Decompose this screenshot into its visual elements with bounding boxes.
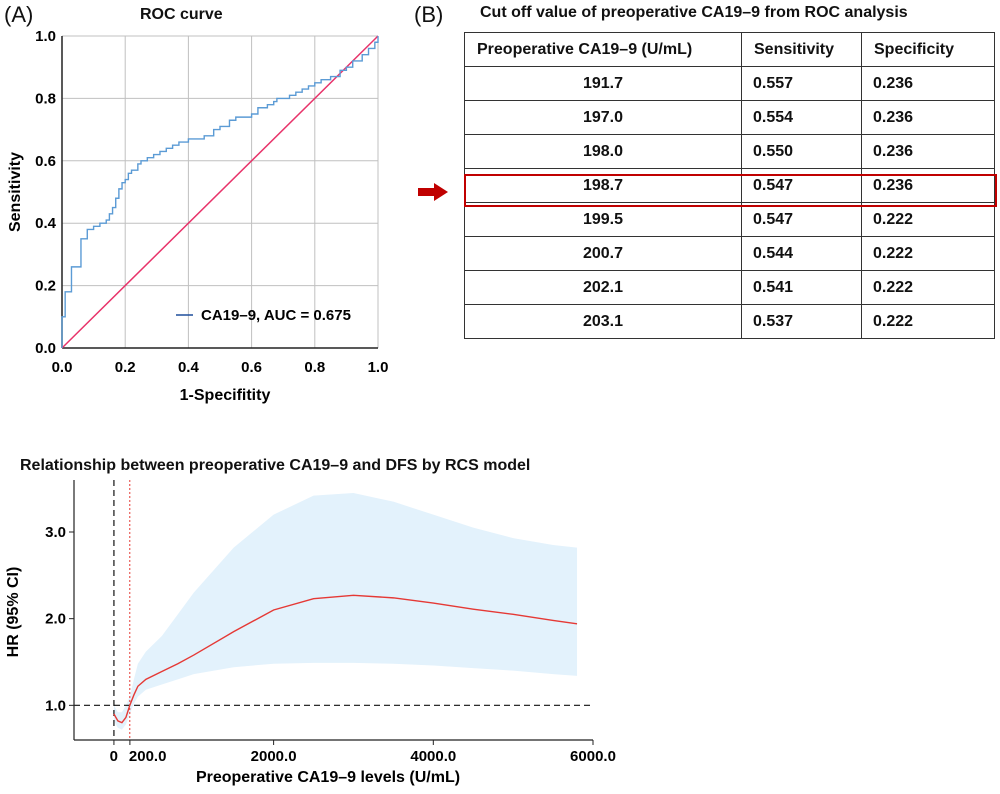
table-header-sensitivity: Sensitivity [741, 32, 862, 67]
table-cell-specificity: 0.236 [861, 168, 995, 203]
table-cell-sensitivity: 0.557 [741, 66, 862, 101]
roc-x-tick-label: 0.4 [178, 359, 200, 376]
roc-y-tick-label: 0.6 [35, 153, 56, 170]
table-cell-specificity: 0.222 [861, 236, 995, 271]
roc-y-tick-label: 0.8 [35, 90, 56, 107]
rcs-y-tick-label: 3.0 [45, 524, 66, 541]
table-cell-specificity: 0.222 [861, 270, 995, 305]
rcs-x-tick-label: 4000.0 [410, 748, 456, 765]
table-cell-sensitivity: 0.544 [741, 236, 862, 271]
table-cell-ca199: 203.1 [464, 304, 742, 339]
table-cell-sensitivity: 0.537 [741, 304, 862, 339]
table-cell-specificity: 0.222 [861, 304, 995, 339]
roc-x-tick-label: 1.0 [368, 359, 389, 376]
table-cell-sensitivity: 0.547 [741, 168, 862, 203]
roc-y-tick-label: 0.4 [35, 215, 57, 232]
roc-curve-line [61, 36, 379, 348]
rcs-y-axis-label: HR (95% CI) [5, 567, 22, 658]
table-cell-sensitivity: 0.550 [741, 134, 862, 169]
rcs-title: Relationship between preoperative CA19–9… [20, 457, 531, 474]
table-cell-specificity: 0.236 [861, 66, 995, 101]
highlight-box [464, 174, 997, 207]
roc-x-axis-label: 1-Specifitity [180, 387, 271, 404]
rcs-hr-line [113, 594, 578, 724]
table-cell-ca199: 197.0 [464, 100, 742, 135]
rcs-x-tick-label: 0 [110, 748, 118, 765]
roc-y-tick-label: 1.0 [35, 28, 56, 45]
panel-label-b: (B) [414, 2, 444, 27]
rcs-x-tick-label: 2000.0 [251, 748, 297, 765]
table-row: 202.1 0.541 0.222 [464, 270, 995, 305]
roc-x-tick-label: 0.2 [115, 359, 136, 376]
roc-title: ROC curve [140, 6, 223, 23]
right-arrow-icon [418, 183, 448, 201]
table-header-specificity: Specificity [861, 32, 995, 67]
roc-y-axis-label: Sensitivity [7, 152, 24, 232]
roc-legend-label: CA19–9, AUC = 0.675 [201, 307, 351, 324]
table-row-highlighted: 198.7 0.547 0.236 [464, 168, 995, 203]
table-title: Cut off value of preoperative CA19–9 fro… [480, 4, 908, 21]
roc-x-tick-label: 0.6 [241, 359, 262, 376]
table-cell-specificity: 0.222 [861, 202, 995, 237]
table-cell-specificity: 0.236 [861, 134, 995, 169]
table-row: 203.1 0.537 0.222 [464, 304, 995, 339]
roc-x-tick-label: 0.8 [304, 359, 325, 376]
table-header-ca199: Preoperative CA19–9 (U/mL) [464, 32, 742, 67]
roc-y-tick-label: 0.2 [35, 278, 56, 295]
table-row: 198.0 0.550 0.236 [464, 134, 995, 169]
cutoff-table: Preoperative CA19–9 (U/mL) Sensitivity S… [464, 32, 995, 339]
roc-diagonal-line [61, 35, 379, 349]
rcs-x-tick-label: 200.0 [129, 748, 167, 765]
rcs-x-axis-label: Preoperative CA19–9 levels (U/mL) [196, 769, 460, 786]
rcs-x-tick-label: 6000.0 [570, 748, 616, 765]
rcs-y-tick-label: 2.0 [45, 611, 66, 628]
table-header-row: Preoperative CA19–9 (U/mL) Sensitivity S… [464, 32, 995, 67]
panel-label-a: (A) [4, 2, 34, 27]
rcs-y-tick-label: 1.0 [45, 697, 66, 714]
roc-x-tick-label: 0.0 [52, 359, 73, 376]
roc-y-tick-label: 0.0 [35, 340, 56, 357]
table-row: 200.7 0.544 0.222 [464, 236, 995, 271]
table-cell-ca199: 198.7 [464, 168, 742, 203]
rcs-ci-band [113, 493, 578, 730]
table-row: 199.5 0.547 0.222 [464, 202, 995, 237]
table-row: 197.0 0.554 0.236 [464, 100, 995, 135]
